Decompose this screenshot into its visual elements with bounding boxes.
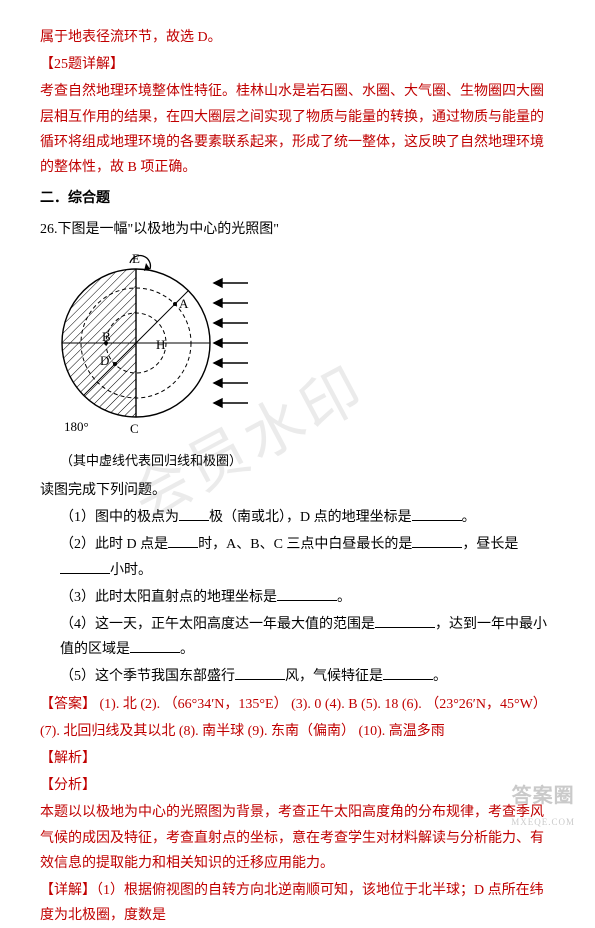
label-D: D — [100, 353, 109, 368]
blank — [130, 639, 180, 653]
q26-sub4: （4）这一天，正午太阳高度达一年最大值的范围是，达到一年中最小值的区域是。 — [60, 612, 555, 662]
blank — [277, 587, 337, 601]
q26-sub1: （1）图中的极点为 极（南或北），D 点的地理坐标是 。 — [60, 505, 555, 530]
q26-sub2-d: 小时。 — [110, 563, 152, 578]
q26-stem: 26.下图是一幅"以极地为中心的光照图" — [40, 217, 555, 242]
answers-prefix: 【答案】 — [40, 697, 96, 712]
q26-sub4-c: 。 — [180, 642, 194, 657]
blank — [412, 534, 462, 548]
q26-sub3-b: 。 — [337, 590, 351, 605]
footer-watermark: 答案圈 MXEQE.COM — [511, 778, 575, 830]
section-2-title: 二．综合题 — [40, 186, 555, 211]
q26-sub3-a: （3）此时太阳直射点的地理坐标是 — [60, 590, 277, 605]
blank — [235, 666, 285, 680]
blank — [412, 507, 462, 521]
blank — [375, 614, 435, 628]
answers-line2: (7). 北回归线及其以北 (8). 南半球 (9). 东南（偏南） (10).… — [40, 719, 555, 744]
read-prompt: 读图完成下列问题。 — [40, 478, 555, 503]
explain-25-heading: 【25题详解】 — [40, 52, 555, 77]
q26-sub1-b: 极（南或北），D 点的地理坐标是 — [209, 510, 412, 525]
blank — [60, 560, 110, 574]
label-H: H — [156, 337, 165, 352]
q26-sub2-c: ，昼长是 — [462, 537, 518, 552]
blank — [179, 507, 209, 521]
label-A: A — [179, 296, 189, 311]
q26-sub2: （2）此时 D 点是 时，A、B、C 三点中白昼最长的是 ，昼长是小时。 — [60, 532, 555, 582]
blank — [383, 666, 433, 680]
footer-logo-url: MXEQE.COM — [511, 814, 575, 830]
explain-25-body: 考查自然地理环境整体性特征。桂林山水是岩石圈、水圈、大气圈、生物圈四大圈层相互作… — [40, 79, 555, 180]
q26-sub3: （3）此时太阳直射点的地理坐标是 。 — [60, 585, 555, 610]
xiangjie-body: 【详解】（1）根据俯视图的自转方向北逆南顺可知，该地位于北半球；D 点所在纬度为… — [40, 878, 555, 928]
label-180: 180° — [64, 419, 89, 434]
label-E: E — [132, 251, 140, 266]
fenxi-body: 本题以以极地为中心的光照图为背景，考查正午太阳高度角的分布规律，考查季风气候的成… — [40, 800, 555, 876]
q26-sub2-b: 时，A、B、C 三点中白昼最长的是 — [198, 537, 412, 552]
q26-sub5-a: （5）这个季节我国东部盛行 — [60, 669, 235, 684]
diagram-caption: （其中虚线代表回归线和极圈） — [60, 449, 555, 472]
blank — [168, 534, 198, 548]
fenxi-heading: 【分析】 — [40, 773, 555, 798]
explain-24-tail: 属于地表径流环节，故选 D。 — [40, 25, 555, 50]
label-C: C — [130, 421, 139, 436]
answers-line1: 【答案】 (1). 北 (2). （66°34′N，135°E） (3). 0 … — [40, 692, 555, 717]
q26-sub1-c: 。 — [462, 510, 476, 525]
jiexi-heading: 【解析】 — [40, 746, 555, 771]
q26-sub5: （5）这个季节我国东部盛行 风，气候特征是 。 — [60, 664, 555, 689]
q26-sub2-a: （2）此时 D 点是 — [60, 537, 168, 552]
footer-logo-text: 答案圈 — [511, 778, 575, 814]
q26-sub1-a: （1）图中的极点为 — [60, 510, 179, 525]
answers-1: (1). 北 (2). （66°34′N，135°E） (3). 0 (4). … — [96, 697, 547, 712]
q26-sub5-c: 。 — [433, 669, 447, 684]
q26-sub4-a: （4）这一天，正午太阳高度达一年最大值的范围是 — [60, 617, 375, 632]
q26-sub5-b: 风，气候特征是 — [285, 669, 383, 684]
polar-light-diagram: E A H B D C 180° — [60, 251, 555, 445]
